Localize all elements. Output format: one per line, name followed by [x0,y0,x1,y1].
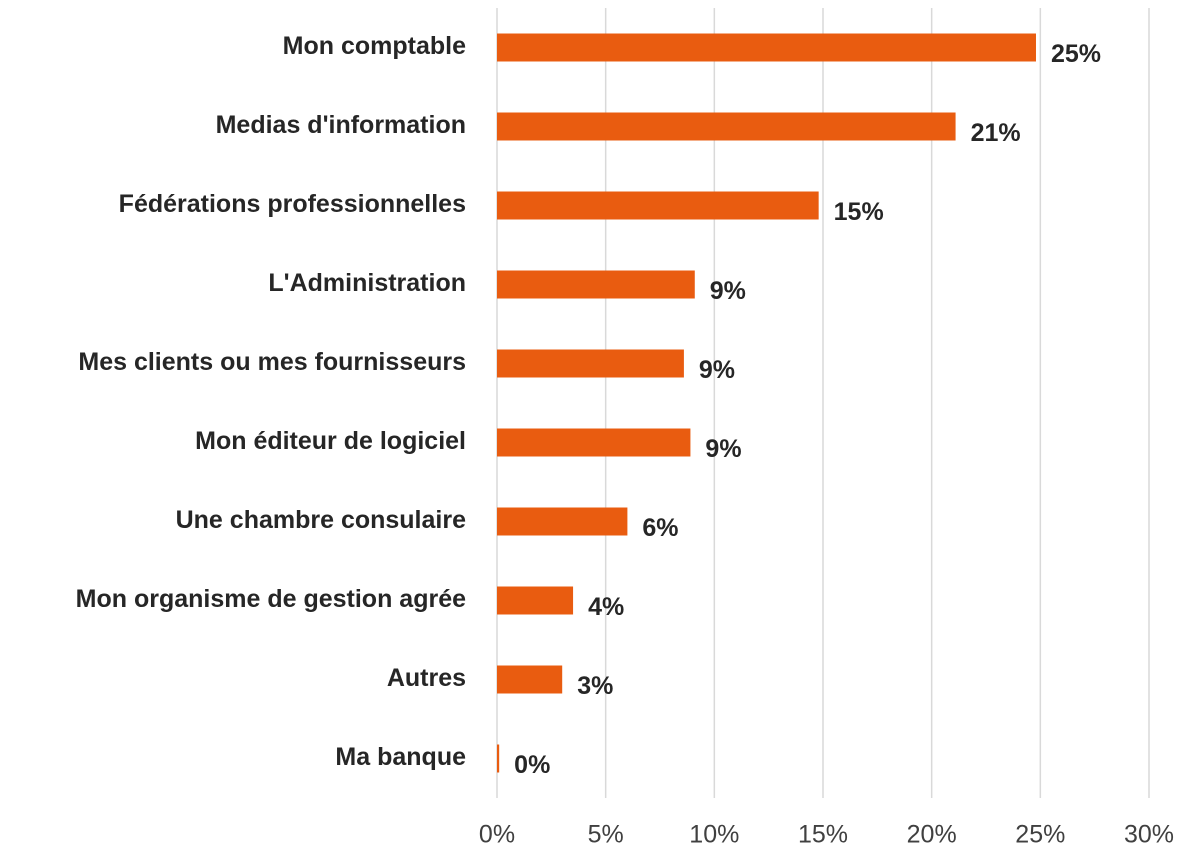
bar [497,744,500,773]
value-label: 15% [834,198,884,226]
y-tick-label: Mes clients ou mes fournisseurs [78,348,466,376]
bar [497,507,628,536]
value-label: 25% [1051,40,1101,68]
bar [497,428,691,457]
y-tick-label: Fédérations professionnelles [119,190,466,218]
x-tick-label: 10% [689,821,739,849]
y-tick-label: L'Administration [268,269,466,297]
value-label: 4% [588,593,624,621]
y-tick-label: Ma banque [335,743,466,771]
bar [497,586,574,615]
y-tick-label: Mon organisme de gestion agrée [76,585,466,613]
y-tick-label: Autres [387,664,466,692]
value-label: 9% [710,277,746,305]
bar [497,33,1036,62]
x-tick-label: 30% [1124,821,1174,849]
x-tick-label: 15% [798,821,848,849]
y-tick-label: Une chambre consulaire [176,506,466,534]
y-tick-label: Mon éditeur de logiciel [195,427,466,455]
value-label: 0% [514,751,550,779]
value-label: 6% [642,514,678,542]
x-tick-label: 5% [588,821,624,849]
value-label: 9% [699,356,735,384]
bar [497,191,819,220]
y-tick-label: Mon comptable [283,32,466,60]
bar [497,270,695,299]
value-label: 9% [705,435,741,463]
y-tick-label: Medias d'information [216,111,466,139]
x-tick-label: 0% [479,821,515,849]
x-tick-label: 25% [1015,821,1065,849]
bar [497,349,684,378]
value-label: 3% [577,672,613,700]
bar [497,665,563,694]
value-label: 21% [971,119,1021,147]
bar [497,112,956,141]
x-tick-label: 20% [907,821,957,849]
